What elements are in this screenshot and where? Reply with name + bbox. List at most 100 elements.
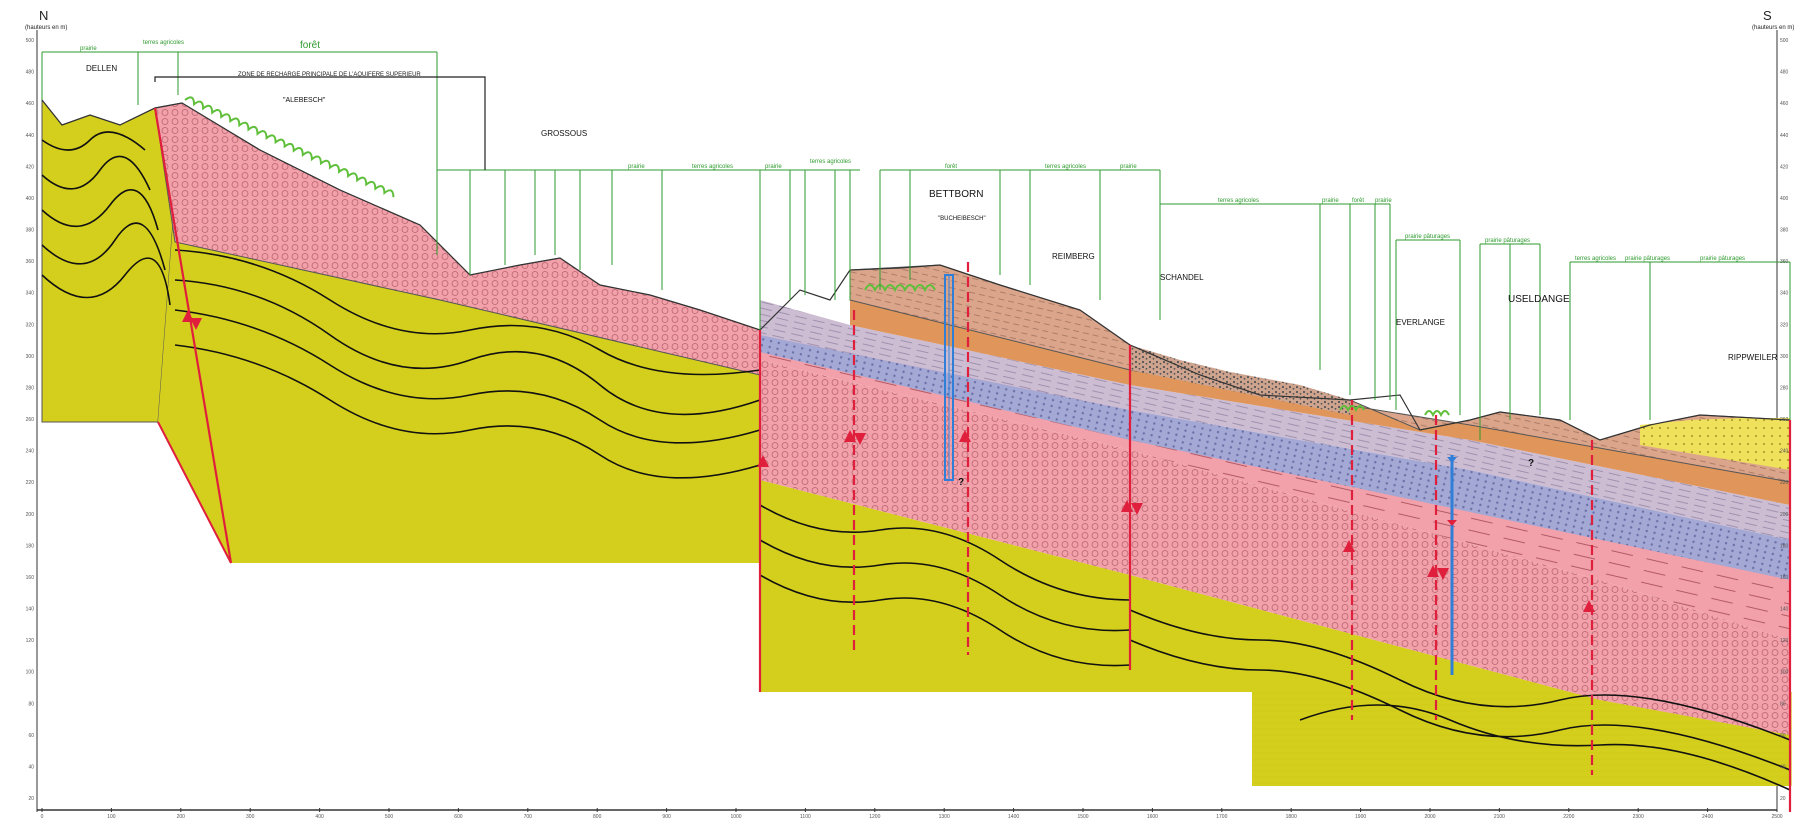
y-tick-label: 240 (26, 449, 35, 455)
y-tick-label: 240 (1780, 449, 1789, 455)
x-tick-label: 2400 (1702, 814, 1713, 820)
y-tick-label: 480 (26, 70, 35, 76)
y-tick-label: 40 (1780, 764, 1786, 770)
x-tick-label: 2200 (1563, 814, 1574, 820)
y-tick-label: 80 (28, 701, 34, 707)
place-reimberg: REIMBERG (1052, 252, 1095, 261)
y-tick-label: 280 (1780, 385, 1789, 391)
x-tick-label: 0 (41, 814, 44, 820)
y-tick-label: 360 (1780, 259, 1789, 265)
land-use-terres-3: terres agricoles (810, 159, 851, 165)
place-bucheibesch: "BUCHEIBESCH" (938, 216, 986, 222)
land-use-paturages-1: prairie pâturages (1405, 234, 1450, 240)
land-use-prairie-3: prairie (765, 164, 782, 170)
y-tick-label: 100 (1780, 670, 1789, 676)
y-tick-label: 480 (1780, 70, 1789, 76)
x-tick-label: 2000 (1424, 814, 1435, 820)
x-tick-label: 700 (524, 814, 533, 820)
place-grossous: GROSSOUS (541, 129, 587, 138)
x-tick-label: 2100 (1494, 814, 1505, 820)
y-tick-label: 160 (26, 575, 35, 581)
x-tick-label: 1500 (1077, 814, 1088, 820)
y-tick-label: 120 (26, 638, 35, 644)
y-tick-label: 440 (1780, 133, 1789, 139)
y-tick-label: 320 (1780, 322, 1789, 328)
x-tick-label: 400 (315, 814, 324, 820)
x-axis-ticks: 0 100 200 300 400 500 600 700 800 900 1000 1100 1200… (41, 808, 1783, 820)
land-use-paturages-4: prairie pâturages (1700, 256, 1745, 262)
place-dellen: DELLEN (86, 64, 117, 73)
y-tick-label: 420 (26, 164, 35, 170)
y-tick-label: 220 (26, 480, 35, 486)
land-use-terres-2: terres agricoles (692, 164, 733, 170)
y-tick-label: 60 (1780, 733, 1786, 739)
y-tick-label: 440 (26, 133, 35, 139)
y-tick-label: 260 (26, 417, 35, 423)
south-label: S (1763, 8, 1772, 23)
x-tick-label: 1600 (1147, 814, 1158, 820)
fault-1 (153, 107, 233, 564)
land-use-paturages-3: prairie pâturages (1625, 256, 1670, 262)
surface-profile (41, 99, 1791, 441)
y-tick-label: 180 (1780, 543, 1789, 549)
x-tick-label: 1800 (1286, 814, 1297, 820)
land-use-foret: forêt (300, 40, 320, 51)
x-tick-label: 1000 (730, 814, 741, 820)
y-tick-label: 220 (1780, 480, 1789, 486)
y-tick-label: 300 (26, 354, 35, 360)
y-tick-label: 280 (26, 385, 35, 391)
land-use-prairie-1: prairie (80, 46, 97, 52)
y-tick-label: 400 (1780, 196, 1789, 202)
y-tick-label: 180 (26, 543, 35, 549)
y-tick-label: 100 (26, 670, 35, 676)
y-tick-label: 500 (1780, 38, 1789, 44)
land-use-paturages-2: prairie pâturages (1485, 238, 1530, 244)
y-tick-label: 40 (28, 764, 34, 770)
y-tick-label: 360 (26, 259, 35, 265)
land-use-terres-1: terres agricoles (143, 40, 184, 46)
land-use-brackets (41, 51, 1791, 440)
y-tick-label: 460 (1780, 101, 1789, 107)
vegetation (184, 96, 1450, 418)
y-tick-label: 340 (26, 291, 35, 297)
land-use-prairie-4: prairie (1120, 164, 1137, 170)
x-tick-label: 1300 (939, 814, 950, 820)
y-tick-label: 120 (1780, 638, 1789, 644)
x-tick-label: 900 (662, 814, 671, 820)
y-tick-label: 80 (1780, 701, 1786, 707)
x-tick-label: 500 (385, 814, 394, 820)
x-tick-label: 1700 (1216, 814, 1227, 820)
x-tick-label: 2500 (1771, 814, 1782, 820)
land-use-foret-3: forêt (1352, 198, 1364, 204)
y-tick-label: 380 (26, 228, 35, 234)
x-tick-label: 1100 (800, 814, 811, 820)
north-label: N (39, 8, 48, 23)
y-tick-label: 140 (1780, 607, 1789, 613)
land-use-prairie-5: prairie (1322, 198, 1339, 204)
y-tick-label: 400 (26, 196, 35, 202)
place-everlange: EVERLANGE (1396, 318, 1445, 327)
place-alebesch: "ALEBESCH" (283, 97, 326, 104)
recharge-zone-label: ZONE DE RECHARGE PRINCIPALE DE L'AQUIFER… (238, 72, 421, 78)
fault-arrows (182, 310, 1595, 612)
land-use-terres-4: terres agricoles (1045, 164, 1086, 170)
x-tick-label: 1900 (1355, 814, 1366, 820)
y-tick-label: 260 (1780, 417, 1789, 423)
north-unit: (hauteurs en m) (25, 25, 67, 31)
unknown-mark-1: ? (958, 477, 964, 488)
y-tick-label: 20 (28, 796, 34, 802)
land-use-prairie-2: prairie (628, 164, 645, 170)
x-tick-label: 100 (107, 814, 116, 820)
x-tick-label: 600 (454, 814, 463, 820)
y-tick-label: 20 (1780, 796, 1786, 802)
y-tick-label: 340 (1780, 291, 1789, 297)
y-tick-label: 60 (28, 733, 34, 739)
y-tick-label: 200 (1780, 512, 1789, 518)
y-axis-ticks-right: 500 480 460 440 420 400 380 360 340 320 300 280 260 2… (1780, 38, 1789, 802)
x-tick-label: 200 (177, 814, 186, 820)
y-tick-label: 460 (26, 101, 35, 107)
marl-grey-layer (760, 300, 1790, 540)
y-tick-label: 160 (1780, 575, 1789, 581)
x-tick-label: 1200 (869, 814, 880, 820)
